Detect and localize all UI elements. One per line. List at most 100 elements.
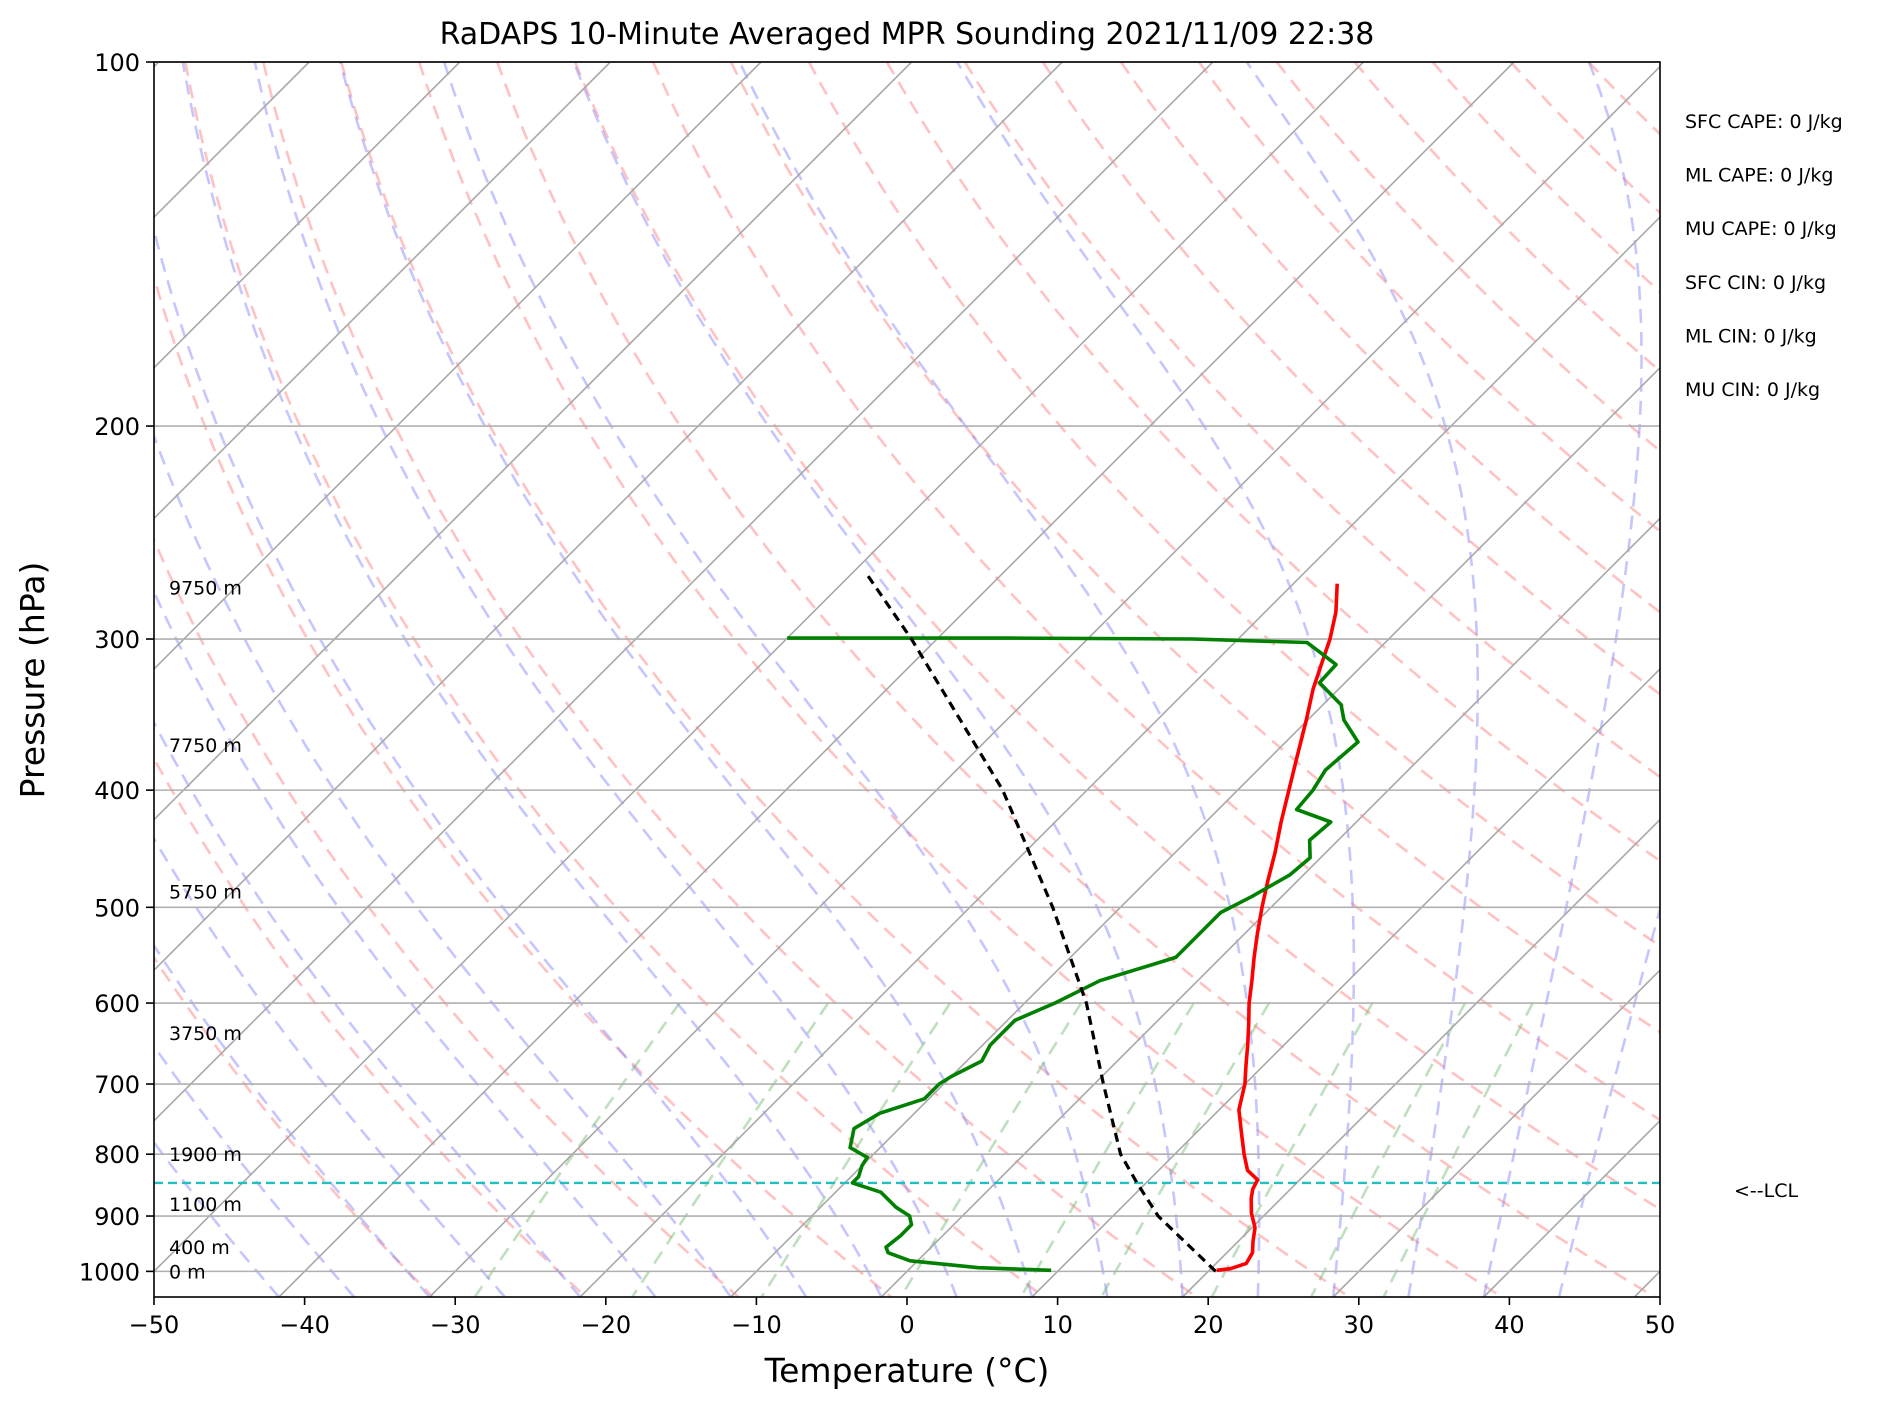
mixing-ratio-line bbox=[631, 1002, 830, 1297]
height-label: 5750 m bbox=[169, 881, 242, 903]
plot-frame bbox=[153, 61, 1661, 1298]
y-axis-ticks: 100 200 300 400 500 600 700 800 900 1000 bbox=[79, 49, 154, 1286]
moist-adiabat-line bbox=[181, 62, 883, 1297]
y-tick-label: 300 bbox=[94, 626, 140, 654]
moist-adiabat-line bbox=[154, 943, 431, 1297]
isotherm-line bbox=[1483, 1119, 1660, 1297]
isotherm-line bbox=[429, 65, 1660, 1297]
stat-label: MU CAPE: 0 J/kg bbox=[1685, 218, 1837, 240]
dry-adiabat-line bbox=[1197, 62, 1660, 533]
y-tick-label: 900 bbox=[94, 1203, 140, 1231]
mixing-ratio-line bbox=[1382, 1002, 1534, 1297]
moist-adiabat-line bbox=[338, 62, 1034, 1297]
isotherm-line bbox=[880, 517, 1660, 1297]
x-axis-title: Temperature (°C) bbox=[764, 1351, 1050, 1390]
x-tick-label: −30 bbox=[430, 1311, 481, 1339]
isotherm-line bbox=[154, 62, 461, 369]
dewpoint-line bbox=[787, 636, 1360, 1273]
y-tick-label: 800 bbox=[94, 1141, 140, 1169]
background-lines bbox=[0, 62, 1882, 1297]
moist-adiabat-line bbox=[253, 62, 958, 1297]
moist-adiabat-line bbox=[572, 62, 1184, 1297]
y-tick-label: 1000 bbox=[79, 1258, 140, 1286]
y-tick-label: 700 bbox=[94, 1071, 140, 1099]
isotherm-line bbox=[154, 62, 611, 520]
isotherm-line bbox=[579, 216, 1660, 1297]
isotherm-line bbox=[1031, 667, 1660, 1297]
moist-adiabat-line bbox=[442, 62, 1109, 1297]
dry-adiabat-line bbox=[1587, 62, 1660, 136]
y-tick-label: 400 bbox=[94, 777, 140, 805]
x-tick-label: 50 bbox=[1645, 1311, 1676, 1339]
dry-adiabat-line bbox=[1509, 62, 1660, 215]
moist-adiabat-line bbox=[1482, 62, 1643, 1297]
isotherm-line bbox=[1182, 818, 1660, 1297]
moist-adiabat-line bbox=[154, 1043, 356, 1297]
mixing-ratio-line bbox=[1100, 1002, 1271, 1297]
dry-adiabat-line bbox=[651, 62, 1660, 1122]
height-label: 7750 m bbox=[169, 735, 242, 757]
isotherm-line bbox=[278, 62, 1515, 1297]
x-axis-ticks: −50 −40 −30 −20 −10 0 10 20 30 40 50 bbox=[129, 1297, 1676, 1339]
dry-adiabat-line bbox=[495, 62, 1656, 1297]
temperature-line bbox=[1216, 583, 1339, 1273]
moist-adiabat-line bbox=[956, 62, 1356, 1297]
x-tick-label: 20 bbox=[1193, 1311, 1224, 1339]
moist-adiabat-line bbox=[154, 720, 582, 1297]
x-tick-label: −40 bbox=[279, 1311, 330, 1339]
x-tick-label: 40 bbox=[1494, 1311, 1525, 1339]
moist-adiabat-line bbox=[1557, 904, 1660, 1297]
parcel-line bbox=[865, 572, 1217, 1273]
height-label: 9750 m bbox=[169, 578, 242, 600]
y-tick-label: 500 bbox=[94, 894, 140, 922]
x-tick-label: 0 bbox=[899, 1311, 914, 1339]
dry-adiabat-line bbox=[729, 62, 1660, 1034]
mixing-ratio-line bbox=[1019, 1002, 1195, 1297]
dry-adiabat-line bbox=[1119, 62, 1660, 614]
moist-adiabat-line bbox=[154, 432, 732, 1297]
isotherm-line bbox=[1785, 62, 1882, 1297]
dry-adiabat-line bbox=[154, 955, 434, 1297]
moist-adiabat-line bbox=[154, 225, 808, 1297]
lcl-layer: <--LCL bbox=[154, 1180, 1798, 1202]
moist-adiabat-line bbox=[154, 588, 657, 1297]
height-label: 3750 m bbox=[169, 1023, 242, 1045]
dry-adiabat-line bbox=[340, 62, 1350, 1297]
mixing-ratio-line bbox=[1210, 1002, 1374, 1297]
dry-adiabat-line bbox=[1353, 62, 1660, 373]
dry-adiabat-line bbox=[184, 62, 1045, 1297]
isotherm-line bbox=[0, 62, 8, 1297]
isotherm-line bbox=[1332, 969, 1660, 1297]
moist-adiabat-line bbox=[1245, 62, 1480, 1297]
sounding-series bbox=[787, 572, 1360, 1273]
dry-adiabat-line bbox=[1744, 62, 1882, 1297]
mixing-ratio-line bbox=[1309, 1002, 1467, 1297]
y-tick-label: 600 bbox=[94, 990, 140, 1018]
stat-label: MU CIN: 0 J/kg bbox=[1685, 379, 1820, 401]
y-axis-title: Pressure (hPa) bbox=[13, 562, 52, 799]
dry-adiabat-line bbox=[1431, 62, 1660, 294]
stat-label: SFC CAPE: 0 J/kg bbox=[1685, 111, 1843, 133]
x-tick-label: −50 bbox=[129, 1311, 180, 1339]
mixing-ratio-line bbox=[473, 1002, 681, 1297]
x-tick-label: 30 bbox=[1344, 1311, 1375, 1339]
y-tick-label: 200 bbox=[94, 413, 140, 441]
isotherm-line bbox=[154, 62, 1214, 1122]
stat-label: SFC CIN: 0 J/kg bbox=[1685, 272, 1826, 294]
stat-label: ML CIN: 0 J/kg bbox=[1685, 325, 1817, 347]
dry-adiabat-line bbox=[573, 62, 1660, 1211]
dry-adiabat-line bbox=[1667, 62, 1882, 1297]
dry-adiabat-line bbox=[417, 62, 1503, 1297]
height-label: 1100 m bbox=[169, 1194, 242, 1216]
x-tick-label: −10 bbox=[731, 1311, 782, 1339]
dry-adiabat-line bbox=[1041, 62, 1660, 696]
isotherm-line bbox=[154, 62, 913, 821]
stat-label: ML CAPE: 0 J/kg bbox=[1685, 165, 1833, 187]
dry-adiabat-line bbox=[807, 62, 1660, 948]
x-tick-label: 10 bbox=[1042, 1311, 1073, 1339]
isotherm-line bbox=[1633, 1270, 1660, 1297]
y-tick-label: 100 bbox=[94, 49, 140, 77]
height-label: 0 m bbox=[169, 1261, 206, 1283]
